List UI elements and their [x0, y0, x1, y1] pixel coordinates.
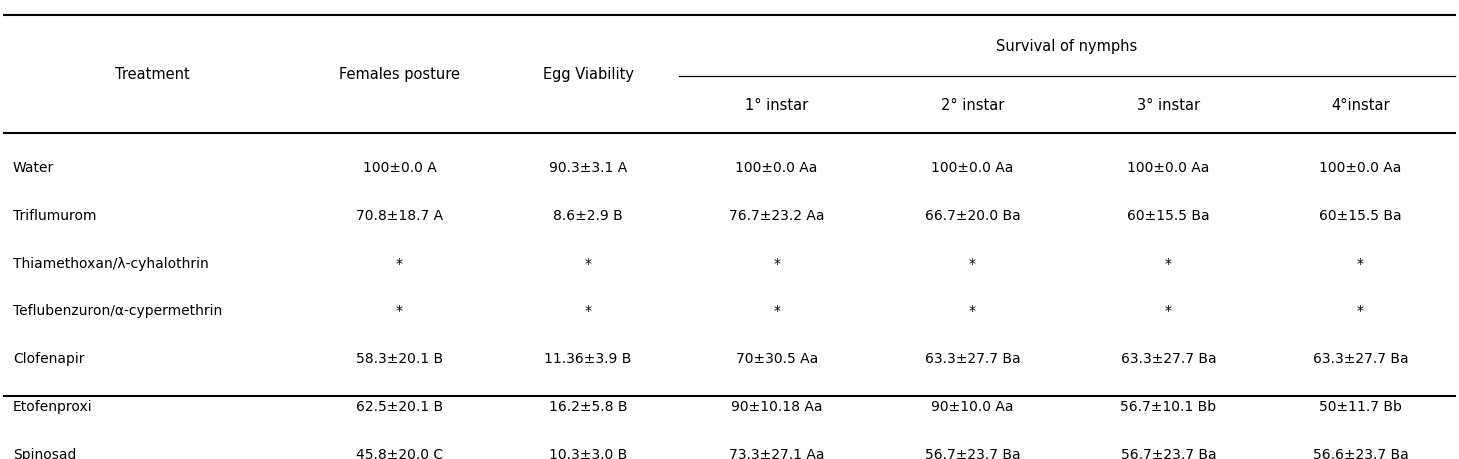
Text: 76.7±23.2 Aa: 76.7±23.2 Aa [730, 208, 824, 222]
Text: 56.7±10.1 Bb: 56.7±10.1 Bb [1121, 399, 1217, 413]
Text: 60±15.5 Ba: 60±15.5 Ba [1319, 208, 1402, 222]
Text: *: * [1357, 256, 1364, 270]
Text: 100±0.0 Aa: 100±0.0 Aa [931, 161, 1014, 175]
Text: 1° instar: 1° instar [746, 98, 808, 112]
Text: Clofenapir: Clofenapir [13, 351, 85, 365]
Text: Spinosad: Spinosad [13, 447, 76, 459]
Text: Teflubenzuron/α-cypermethrin: Teflubenzuron/α-cypermethrin [13, 303, 222, 318]
Text: 45.8±20.0 C: 45.8±20.0 C [356, 447, 444, 459]
Text: *: * [773, 256, 781, 270]
Text: *: * [395, 256, 403, 270]
Text: 63.3±27.7 Ba: 63.3±27.7 Ba [1313, 351, 1408, 365]
Text: Egg Viability: Egg Viability [543, 67, 633, 82]
Text: 60±15.5 Ba: 60±15.5 Ba [1126, 208, 1210, 222]
Text: Treatment: Treatment [115, 67, 190, 82]
Text: 11.36±3.9 B: 11.36±3.9 B [544, 351, 632, 365]
Text: *: * [585, 303, 591, 318]
Text: 10.3±3.0 B: 10.3±3.0 B [549, 447, 627, 459]
Text: *: * [969, 256, 976, 270]
Text: 70±30.5 Aa: 70±30.5 Aa [735, 351, 818, 365]
Text: 90±10.0 Aa: 90±10.0 Aa [931, 399, 1014, 413]
Text: Triflumurom: Triflumurom [13, 208, 96, 222]
Text: 50±11.7 Bb: 50±11.7 Bb [1319, 399, 1402, 413]
Text: *: * [969, 303, 976, 318]
Text: 100±0.0 A: 100±0.0 A [363, 161, 436, 175]
Text: 63.3±27.7 Ba: 63.3±27.7 Ba [925, 351, 1020, 365]
Text: 100±0.0 Aa: 100±0.0 Aa [1128, 161, 1210, 175]
Text: 16.2±5.8 B: 16.2±5.8 B [549, 399, 627, 413]
Text: 100±0.0 Aa: 100±0.0 Aa [735, 161, 818, 175]
Text: 73.3±27.1 Aa: 73.3±27.1 Aa [730, 447, 824, 459]
Text: *: * [585, 256, 591, 270]
Text: 2° instar: 2° instar [941, 98, 1004, 112]
Text: 100±0.0 Aa: 100±0.0 Aa [1319, 161, 1402, 175]
Text: 90.3±3.1 A: 90.3±3.1 A [549, 161, 627, 175]
Text: *: * [1164, 303, 1172, 318]
Text: 66.7±20.0 Ba: 66.7±20.0 Ba [925, 208, 1020, 222]
Text: Survival of nymphs: Survival of nymphs [996, 39, 1138, 54]
Text: 63.3±27.7 Ba: 63.3±27.7 Ba [1121, 351, 1217, 365]
Text: *: * [1357, 303, 1364, 318]
Text: Females posture: Females posture [338, 67, 460, 82]
Text: *: * [773, 303, 781, 318]
Text: 4°instar: 4°instar [1331, 98, 1390, 112]
Text: *: * [395, 303, 403, 318]
Text: 70.8±18.7 A: 70.8±18.7 A [356, 208, 444, 222]
Text: 56.6±23.7 Ba: 56.6±23.7 Ba [1313, 447, 1408, 459]
Text: 90±10.18 Aa: 90±10.18 Aa [731, 399, 823, 413]
Text: Etofenproxi: Etofenproxi [13, 399, 92, 413]
Text: 3° instar: 3° instar [1137, 98, 1199, 112]
Text: Water: Water [13, 161, 54, 175]
Text: 8.6±2.9 B: 8.6±2.9 B [553, 208, 623, 222]
Text: 58.3±20.1 B: 58.3±20.1 B [356, 351, 444, 365]
Text: Thiamethoxan/λ-cyhalothrin: Thiamethoxan/λ-cyhalothrin [13, 256, 209, 270]
Text: *: * [1164, 256, 1172, 270]
Text: 56.7±23.7 Ba: 56.7±23.7 Ba [925, 447, 1020, 459]
Text: 56.7±23.7 Ba: 56.7±23.7 Ba [1121, 447, 1217, 459]
Text: 62.5±20.1 B: 62.5±20.1 B [356, 399, 444, 413]
